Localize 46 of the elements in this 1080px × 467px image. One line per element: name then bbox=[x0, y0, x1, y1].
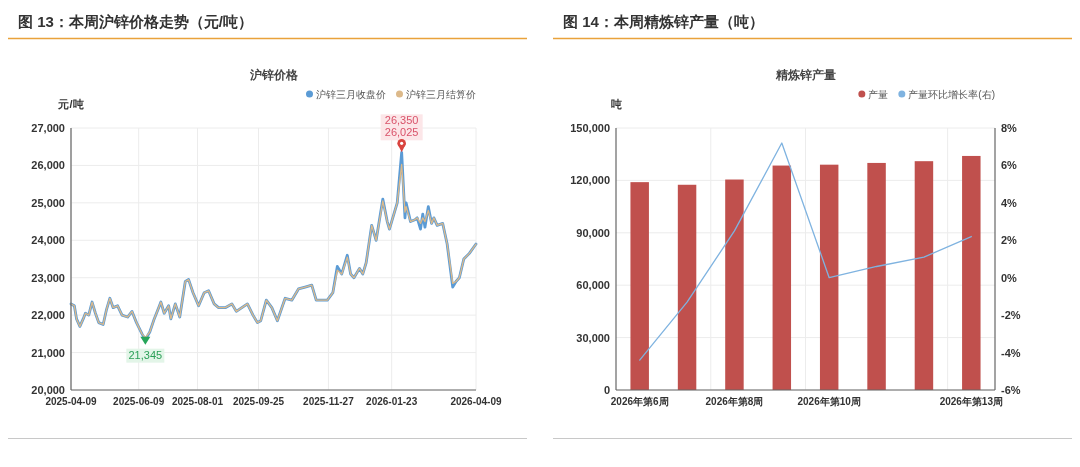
legend-label: 沪锌三月收盘价 bbox=[316, 88, 386, 100]
legend-label: 产量环比增长率(右) bbox=[908, 88, 995, 100]
x-tick-label: 2026年第10周 bbox=[797, 396, 861, 407]
legend-label: 沪锌三月结算价 bbox=[406, 88, 476, 100]
y-tick-label: 23,000 bbox=[31, 271, 65, 284]
x-tick-label: 2025-06-09 bbox=[113, 396, 165, 407]
chart-title: 图 14：本周精炼锌产量（吨） bbox=[563, 13, 764, 30]
chart-subtitle: 沪锌价格 bbox=[248, 68, 299, 82]
x-tick-label: 2025-09-25 bbox=[232, 396, 285, 407]
y2-tick-label: -6% bbox=[1001, 384, 1021, 396]
y-axis-title: 吨 bbox=[610, 98, 622, 110]
y2-tick-label: -4% bbox=[1001, 346, 1021, 359]
x-tick-label: 2025-04-09 bbox=[45, 396, 98, 407]
y-tick-label: 21,000 bbox=[31, 346, 65, 359]
legend-label: 产量 bbox=[868, 88, 889, 100]
x-tick-label: 2026年第6周 bbox=[610, 396, 669, 407]
y-tick-label: 26,000 bbox=[31, 159, 65, 172]
chart-subtitle: 精炼锌产量 bbox=[774, 68, 836, 82]
y-tick-label: 90,000 bbox=[576, 226, 610, 239]
x-tick-label: 2026-01-23 bbox=[366, 396, 418, 407]
y2-tick-label: -2% bbox=[1001, 309, 1021, 322]
y-axis-title: 元/吨 bbox=[57, 98, 84, 110]
x-tick-label: 2026年第8周 bbox=[705, 396, 764, 407]
y2-tick-label: 0% bbox=[1001, 271, 1018, 284]
x-tick-label: 2026-04-09 bbox=[450, 396, 503, 407]
y2-tick-label: 8% bbox=[1001, 122, 1018, 134]
x-tick-label: 2025-08-01 bbox=[171, 396, 224, 407]
x-tick-label: 2026年第13周 bbox=[939, 396, 1003, 407]
y-tick-label: 60,000 bbox=[576, 279, 610, 292]
y-tick-label: 0 bbox=[603, 384, 610, 396]
y2-tick-label: 4% bbox=[1001, 196, 1018, 209]
x-tick-label: 2025-11-27 bbox=[303, 396, 355, 407]
chart-title: 图 13：本周沪锌价格走势（元/吨） bbox=[18, 13, 254, 30]
y-tick-label: 120,000 bbox=[570, 174, 610, 187]
y-tick-label: 24,000 bbox=[31, 234, 65, 247]
y-tick-label: 20,000 bbox=[31, 384, 65, 396]
annotation: 26,025 bbox=[384, 126, 419, 139]
y2-tick-label: 2% bbox=[1001, 234, 1018, 247]
annotation: 26,350 bbox=[384, 114, 419, 127]
y-tick-label: 27,000 bbox=[31, 122, 65, 134]
y2-tick-label: 6% bbox=[1001, 159, 1018, 172]
y-tick-label: 30,000 bbox=[576, 331, 610, 344]
annotation: 21,345 bbox=[128, 348, 163, 361]
y-tick-label: 150,000 bbox=[570, 122, 610, 134]
y-tick-label: 25,000 bbox=[31, 196, 65, 209]
y-tick-label: 22,000 bbox=[31, 309, 65, 322]
